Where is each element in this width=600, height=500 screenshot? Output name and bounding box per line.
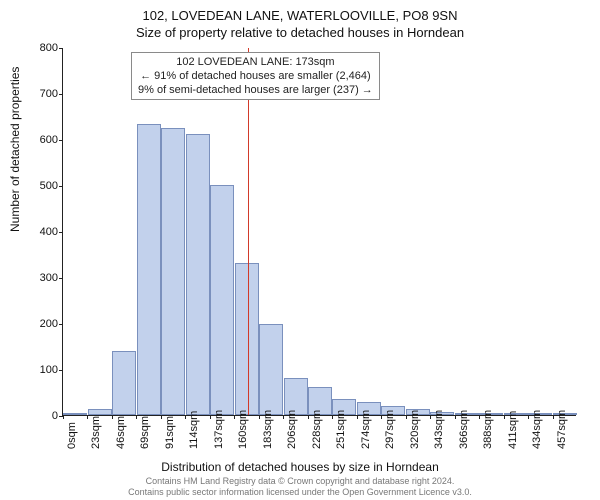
y-tick-label: 400 bbox=[28, 226, 58, 238]
footer-line-1: Contains HM Land Registry data © Crown c… bbox=[0, 476, 600, 487]
x-tick-label: 457sqm bbox=[556, 410, 568, 449]
x-tick-label: 434sqm bbox=[531, 410, 543, 449]
y-tick-label: 0 bbox=[28, 410, 58, 422]
x-tick-label: 320sqm bbox=[409, 410, 421, 449]
histogram-bar bbox=[186, 134, 210, 415]
reference-line bbox=[248, 48, 249, 415]
x-axis-label: Distribution of detached houses by size … bbox=[0, 460, 600, 474]
histogram-bar bbox=[259, 324, 283, 415]
y-tick-label: 300 bbox=[28, 272, 58, 284]
histogram-bar bbox=[88, 409, 112, 415]
x-tick-label: 137sqm bbox=[213, 410, 225, 449]
x-tick-label: 343sqm bbox=[433, 410, 445, 449]
histogram-bar bbox=[161, 128, 185, 416]
annotation-line-1: 102 LOVEDEAN LANE: 173sqm bbox=[138, 55, 373, 69]
x-tick-label: 0sqm bbox=[66, 422, 78, 449]
y-tick-label: 500 bbox=[28, 180, 58, 192]
x-tick-label: 411sqm bbox=[507, 411, 519, 449]
y-tick-label: 800 bbox=[28, 42, 58, 54]
x-tick-label: 114sqm bbox=[188, 411, 200, 449]
x-tick-label: 23sqm bbox=[90, 416, 102, 449]
y-tick-label: 600 bbox=[28, 134, 58, 146]
x-tick-label: 228sqm bbox=[311, 410, 323, 449]
x-tick-label: 366sqm bbox=[458, 410, 470, 449]
x-tick-label: 297sqm bbox=[384, 410, 396, 449]
x-tick-label: 91sqm bbox=[164, 416, 176, 449]
histogram-bar bbox=[63, 413, 87, 415]
y-tick-label: 100 bbox=[28, 364, 58, 376]
title-line-2: Size of property relative to detached ho… bbox=[8, 25, 592, 40]
x-tick-label: 251sqm bbox=[335, 410, 347, 449]
plot-region: 0sqm23sqm46sqm69sqm91sqm114sqm137sqm160s… bbox=[62, 48, 576, 416]
x-tick-label: 274sqm bbox=[360, 410, 372, 449]
histogram-bar bbox=[235, 263, 259, 415]
chart-title-block: 102, LOVEDEAN LANE, WATERLOOVILLE, PO8 9… bbox=[8, 8, 592, 40]
annotation-line-2: ← 91% of detached houses are smaller (2,… bbox=[138, 69, 373, 83]
annotation-line-3: 9% of semi-detached houses are larger (2… bbox=[138, 83, 373, 97]
histogram-bar bbox=[210, 185, 234, 415]
annotation-box: 102 LOVEDEAN LANE: 173sqm← 91% of detach… bbox=[131, 52, 380, 100]
x-tick-label: 160sqm bbox=[237, 410, 249, 449]
y-tick-label: 200 bbox=[28, 318, 58, 330]
y-tick-label: 700 bbox=[28, 88, 58, 100]
x-tick-label: 206sqm bbox=[286, 410, 298, 449]
footer-attribution: Contains HM Land Registry data © Crown c… bbox=[0, 476, 600, 498]
footer-line-2: Contains public sector information licen… bbox=[0, 487, 600, 498]
x-tick-label: 69sqm bbox=[139, 416, 151, 449]
histogram-bar bbox=[112, 351, 136, 415]
x-tick-label: 46sqm bbox=[115, 416, 127, 449]
title-line-1: 102, LOVEDEAN LANE, WATERLOOVILLE, PO8 9… bbox=[8, 8, 592, 23]
x-tick-label: 388sqm bbox=[482, 410, 494, 449]
y-axis-label: Number of detached properties bbox=[8, 67, 22, 232]
x-tick-label: 183sqm bbox=[262, 410, 274, 449]
histogram-bar bbox=[137, 124, 161, 415]
chart-area: 0sqm23sqm46sqm69sqm91sqm114sqm137sqm160s… bbox=[62, 48, 576, 416]
